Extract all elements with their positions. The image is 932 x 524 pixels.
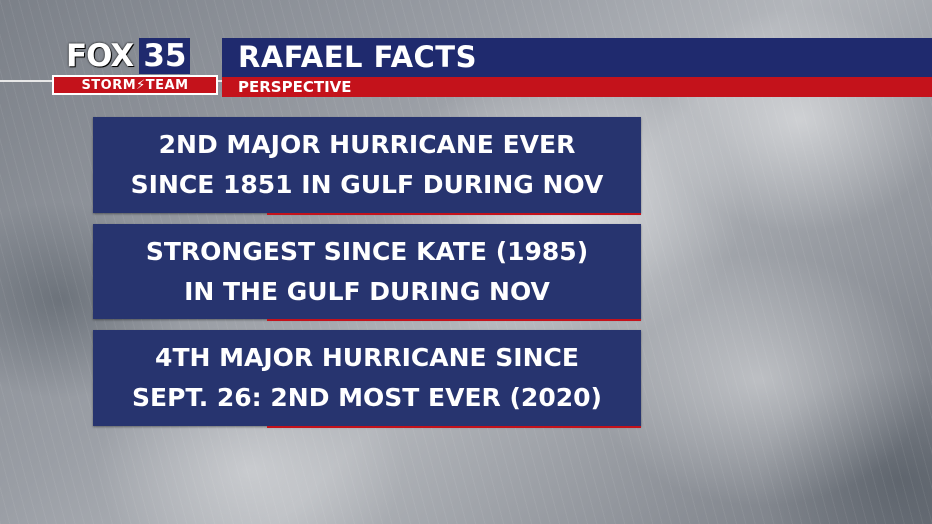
fact-line: SINCE 1851 IN GULF DURING NOV [130, 170, 604, 199]
fact-card-2: STRONGEST SINCE KATE (1985) IN THE GULF … [93, 224, 641, 321]
logo-brand: FOX [66, 38, 134, 74]
fact-line: 4TH MAJOR HURRICANE SINCE [155, 343, 579, 372]
page-title: RAFAEL FACTS [238, 40, 477, 74]
fact-card-3: 4TH MAJOR HURRICANE SINCE SEPT. 26: 2ND … [93, 330, 641, 428]
logo-wordmark: FOX 35 [66, 38, 191, 74]
header-subtitle-bar [222, 77, 932, 97]
fact-line: STRONGEST SINCE KATE (1985) [145, 236, 589, 266]
fact-line: SEPT. 26: 2ND MOST EVER (2020) [132, 383, 602, 412]
fact-line: IN THE GULF DURING NOV [184, 276, 550, 306]
fact-card-1: 2ND MAJOR HURRICANE EVER SINCE 1851 IN G… [93, 117, 641, 215]
logo-team-label: STORM⚡TEAM [81, 77, 189, 93]
fact-line: 2ND MAJOR HURRICANE EVER [158, 130, 576, 159]
logo-channel: 35 [139, 38, 191, 74]
logo-storm-team-band: STORM⚡TEAM [52, 75, 218, 95]
page-subtitle: PERSPECTIVE [238, 78, 352, 96]
header-title-bar [222, 38, 932, 77]
fox35-storm-team-logo: FOX 35 STORM⚡TEAM [52, 38, 220, 98]
